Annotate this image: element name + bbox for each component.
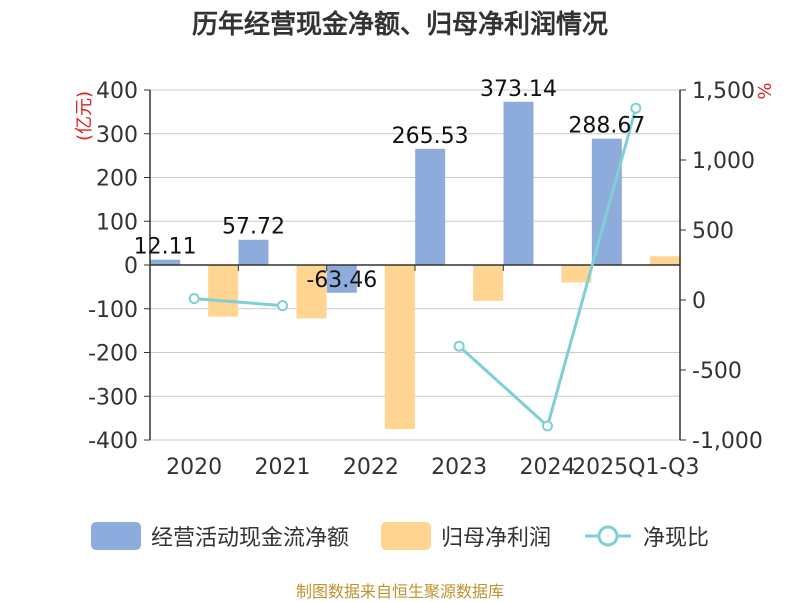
ratio-line-group [188, 102, 642, 432]
legend-item-ratio[interactable]: 净现比 [583, 520, 709, 552]
left-axis-tick-label: -300 [88, 385, 138, 410]
right-axis-tick-label: 1,500 [692, 79, 755, 104]
x-axis-tick-label: 2024 [520, 455, 576, 480]
x-axis-tick-label: 2023 [431, 455, 487, 480]
left-axis-tick-label: -200 [88, 342, 138, 367]
left-axis-tick-label: 300 [96, 123, 138, 148]
legend-line-marker-icon [585, 525, 631, 547]
net-profit-bar [296, 265, 327, 319]
ratio-point [277, 300, 288, 312]
grid-lines [150, 89, 680, 441]
cashflow-data-label: -63.46 [306, 268, 377, 293]
cashflow-bar [326, 265, 357, 293]
legend-label-cashflow: 经营活动现金流净额 [150, 526, 349, 551]
chart-title: 历年经营现金净额、归母净利润情况 [191, 10, 608, 40]
cashflow-data-label: 57.72 [222, 215, 285, 240]
right-axis-tick-label: -1,000 [692, 429, 763, 454]
net-profit-bar [473, 265, 504, 301]
cashflow-bar [503, 101, 534, 265]
left-axis-tick-label: 200 [96, 167, 138, 192]
left-axis-tick-label: 400 [96, 79, 138, 104]
legend-swatch-cashflow [90, 522, 141, 550]
right-axis-tick-label: 500 [692, 219, 734, 244]
x-axis-tick-label: 2022 [343, 455, 399, 480]
legend: 经营活动现金流净额 归母净利润 净现比 [0, 516, 800, 556]
legend-label-ratio: 净现比 [643, 526, 710, 551]
right-axis-tick-label: 0 [692, 289, 706, 314]
legend-label-net-profit: 归母净利润 [440, 526, 551, 551]
axes: 400 300 200 100 0 -100 -200 -300 -400 1,500 1,000 5… [88, 79, 763, 480]
right-axis-unit-label: % [753, 82, 774, 99]
source-note: 制图数据来自恒生聚源数据库 [295, 582, 504, 601]
left-axis-tick-label: -100 [88, 298, 138, 323]
ratio-point [188, 293, 200, 305]
left-axis-tick-label: -400 [88, 429, 138, 454]
ratio-point [630, 102, 642, 114]
x-axis-tick-label: 2025Q1-Q3 [572, 455, 699, 480]
cashflow-bar [150, 259, 181, 265]
legend-item-net-profit[interactable]: 归母净利润 [380, 520, 551, 552]
cashflow-data-label: 265.53 [392, 124, 469, 149]
cashflow-data-label: 288.67 [568, 114, 645, 139]
left-axis-unit-label: (亿元) [74, 91, 95, 141]
data-label-group: 12.11 57.72 -63.46 265.53 373.14 288.67 [134, 77, 646, 293]
right-axis-tick-label: -500 [692, 359, 742, 384]
net-profit-bar [649, 256, 680, 265]
cashflow-bar [238, 239, 269, 265]
net-profit-bar [561, 265, 592, 283]
legend-item-cashflow[interactable]: 经营活动现金流净额 [90, 520, 349, 552]
x-axis-tick-label: 2020 [166, 455, 222, 480]
x-axis-tick-label: 2021 [255, 455, 311, 480]
cashflow-data-label: 373.14 [480, 77, 557, 102]
ratio-point [453, 340, 465, 352]
legend-swatch-net-profit [380, 522, 431, 550]
cashflow-data-label: 12.11 [134, 235, 197, 260]
net-profit-bar [208, 265, 239, 317]
right-axis-tick-label: 1,000 [692, 149, 755, 174]
cashflow-bar [415, 148, 446, 265]
ratio-line-segment [194, 297, 283, 308]
left-axis-tick-label: 0 [124, 254, 138, 279]
ratio-point [542, 420, 553, 432]
net-profit-bar [384, 265, 415, 430]
left-axis-tick-label: 100 [96, 210, 138, 235]
